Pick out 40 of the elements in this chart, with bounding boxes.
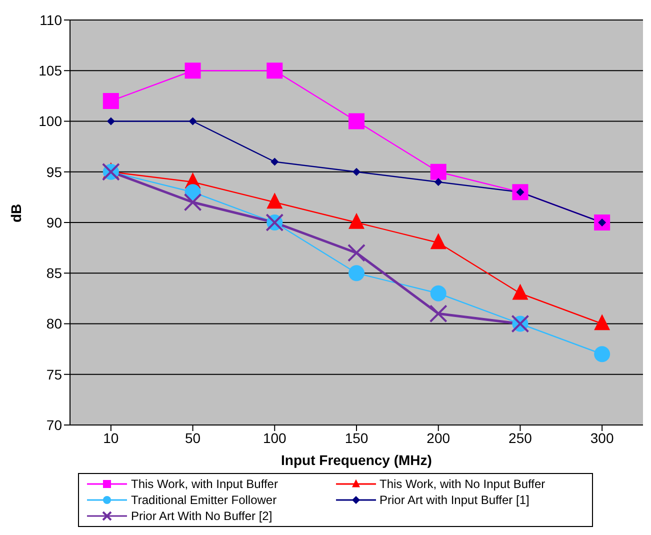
x-tick-label: 10 [103,430,119,446]
x-axis-title: Input Frequency (MHz) [281,452,432,468]
y-tick-label: 95 [46,164,62,180]
point [430,164,446,180]
x-tick-label: 150 [344,430,368,446]
y-tick-label: 85 [46,265,62,282]
point [102,93,119,109]
point [430,285,446,302]
y-tick-label: 110 [40,12,62,28]
x-tick-label: 300 [590,430,614,446]
point [106,117,115,126]
point [430,233,446,250]
y-tick-label: 105 [38,62,62,79]
point [434,178,442,186]
legend-label: Prior Art With No Buffer [2] [131,509,272,523]
y-tick-label: 70 [46,416,62,433]
point [270,158,279,166]
point [266,62,283,79]
point [188,117,197,126]
point [266,192,283,209]
legend-label: Traditional Emitter Follower [131,493,277,507]
point [348,265,364,282]
x-tick-label: 250 [508,430,532,446]
y-tick-label: 100 [38,113,62,130]
point [348,113,364,130]
x-tick-label: 100 [262,430,287,446]
y-tick-label: 75 [46,366,62,382]
y-axis-title: dB [8,204,24,222]
x-tick-label: 200 [426,430,450,446]
legend-label: Prior Art with Input Buffer [1] [380,493,530,507]
point [594,314,610,330]
x-tick-label: 50 [184,430,201,446]
point [184,62,201,79]
y-tick-label: 80 [46,316,62,332]
point [352,168,360,176]
point [594,346,610,362]
y-tick-label: 90 [46,214,62,230]
legend-label: This Work, with No Input Buffer [380,477,546,491]
point [512,284,528,300]
legend-label: This Work, with Input Buffer [131,477,278,491]
